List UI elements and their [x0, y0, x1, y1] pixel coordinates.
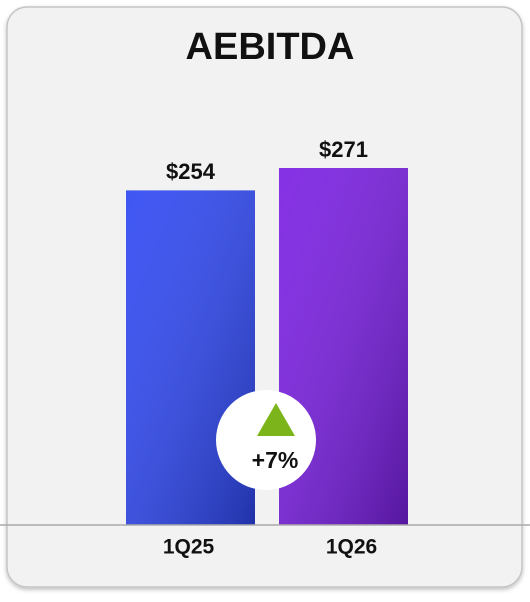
badge-circle [216, 390, 316, 490]
card [6, 6, 523, 588]
chart-title: AEBITDA [186, 26, 355, 68]
x-tick-label: 1Q25 [163, 536, 215, 559]
value-label: $254 [166, 159, 216, 184]
change-badge: +7% [216, 390, 316, 490]
up-arrow [257, 403, 295, 436]
annotation: +7% [252, 447, 299, 473]
x-tick-label: 1Q26 [326, 536, 377, 559]
value-label: $271 [319, 137, 368, 162]
